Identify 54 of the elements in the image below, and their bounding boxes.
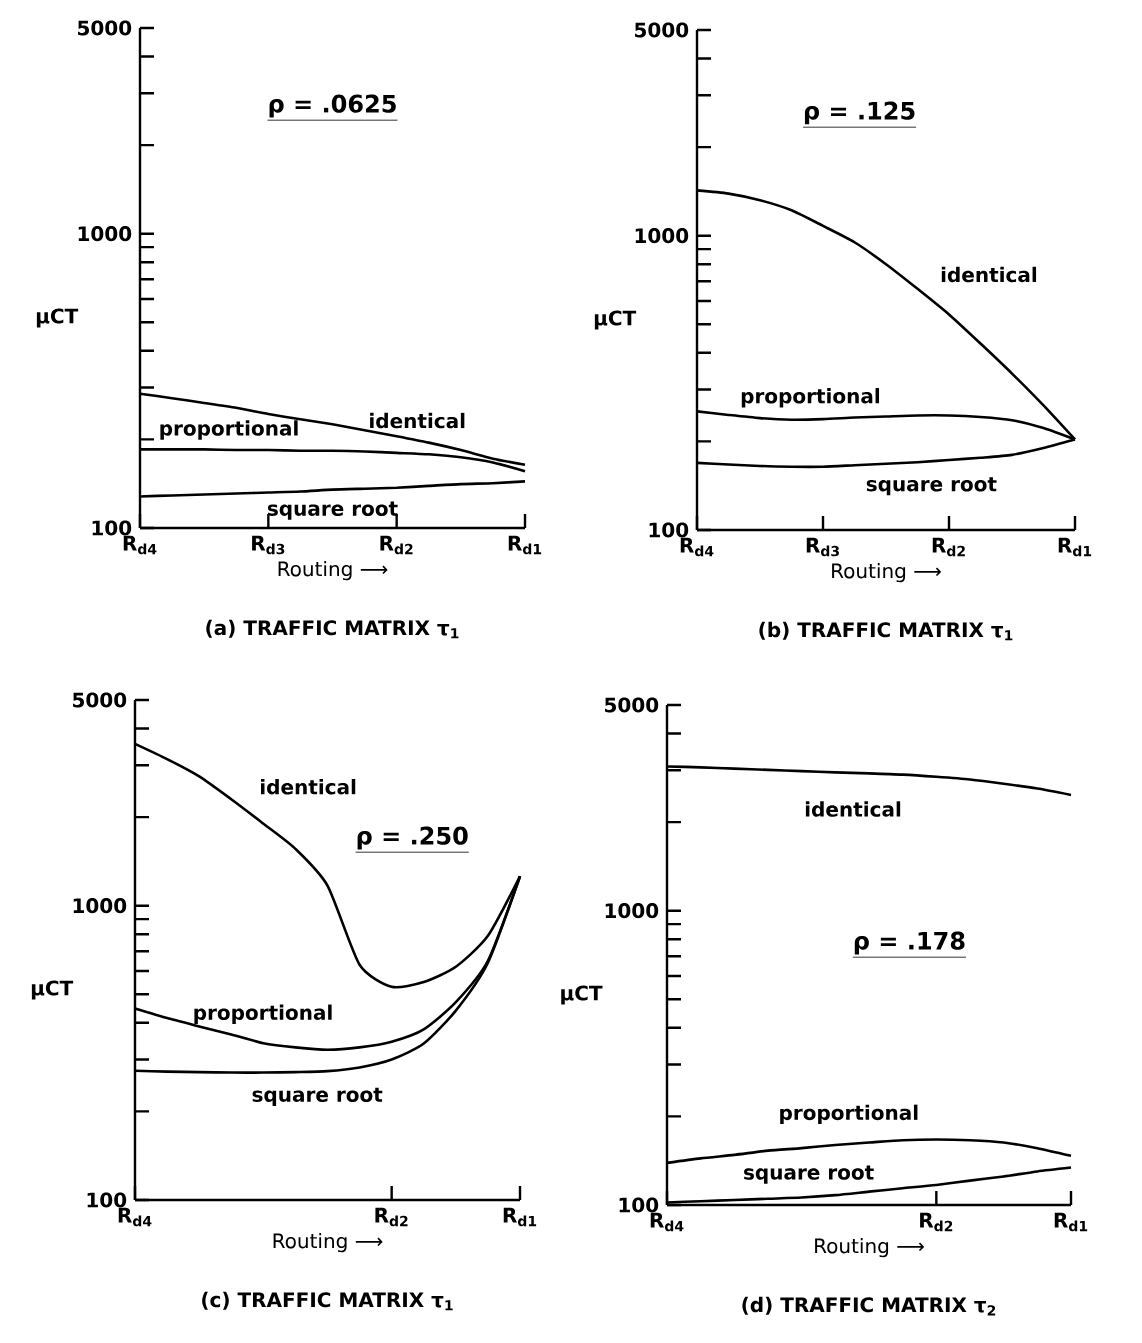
y-tick-label: 100 xyxy=(619,1197,659,1213)
x-tick-label: R$_{d4}$ xyxy=(123,535,157,555)
series-label: proportional xyxy=(741,388,880,408)
y-axis-title: μCT xyxy=(36,308,79,328)
series-label: proportional xyxy=(780,1104,918,1125)
y-tick-label: 5000 xyxy=(605,697,659,713)
y-tick-label: 1000 xyxy=(78,226,132,242)
x-tick-label: R$_{d1}$ xyxy=(1054,1212,1088,1232)
y-tick-label: 1000 xyxy=(73,898,127,914)
x-tick-label: R$_{d1}$ xyxy=(508,535,542,555)
series-label: identical xyxy=(805,801,901,817)
y-axis-title: μCT xyxy=(561,985,603,1005)
x-tick-label: R$_{d2}$ xyxy=(380,535,413,555)
x-tick-label: R$_{d4}$ xyxy=(680,537,714,557)
series-label: identical xyxy=(941,266,1037,283)
series-label: identical xyxy=(261,778,356,795)
y-tick-label: 1000 xyxy=(605,903,659,919)
text: (c) TRAFFIC MATRIX τ$_{1}$ xyxy=(202,1291,453,1311)
x-axis-title: Routing ⟶ xyxy=(273,1232,383,1253)
series-label: proportional xyxy=(194,1004,332,1024)
text: (a) TRAFFIC MATRIX τ$_{1}$ xyxy=(206,619,459,639)
x-tick-label: R$_{d1}$ xyxy=(1058,537,1092,557)
text: (d) TRAFFIC MATRIX τ$_{2}$ xyxy=(742,1296,996,1316)
x-tick-label: R$_{d4}$ xyxy=(650,1212,684,1232)
y-tick-label: 100 xyxy=(87,1192,127,1208)
series-label: square root xyxy=(267,501,398,520)
y-tick-label: 5000 xyxy=(635,22,689,38)
y-tick-label: 5000 xyxy=(78,20,132,36)
y-tick-label: 5000 xyxy=(73,692,127,708)
series-label: proportional xyxy=(160,420,298,440)
y-tick-label: 1000 xyxy=(635,228,689,244)
x-tick-label: R$_{d2}$ xyxy=(375,1207,408,1227)
y-tick-label: 100 xyxy=(92,520,132,536)
x-axis-title: Routing ⟶ xyxy=(815,1237,924,1258)
x-tick-label: R$_{d3}$ xyxy=(252,535,285,555)
series-label: identical xyxy=(370,412,465,429)
series-label: square root xyxy=(744,1165,874,1184)
x-axis-title: Routing ⟶ xyxy=(278,560,388,581)
y-tick-label: 100 xyxy=(649,522,689,538)
text: (b) TRAFFIC MATRIX τ$_{1}$ xyxy=(759,621,1013,641)
x-axis-title: Routing ⟶ xyxy=(832,562,941,583)
annotation: ρ = .250 xyxy=(357,826,468,850)
y-axis-title: μCT xyxy=(31,980,74,1000)
annotation: ρ = .125 xyxy=(804,101,915,125)
x-tick-label: R$_{d4}$ xyxy=(118,1207,152,1227)
x-tick-label: R$_{d2}$ xyxy=(932,537,965,557)
annotation: ρ = .178 xyxy=(854,931,965,955)
x-tick-label: R$_{d2}$ xyxy=(920,1212,953,1232)
annotation: ρ = .0625 xyxy=(269,94,396,118)
x-tick-label: R$_{d3}$ xyxy=(806,537,839,557)
series-label: square root xyxy=(252,1087,383,1106)
x-tick-label: R$_{d1}$ xyxy=(503,1207,537,1227)
y-axis-title: μCT xyxy=(594,310,637,330)
series-label: square root xyxy=(866,477,997,496)
